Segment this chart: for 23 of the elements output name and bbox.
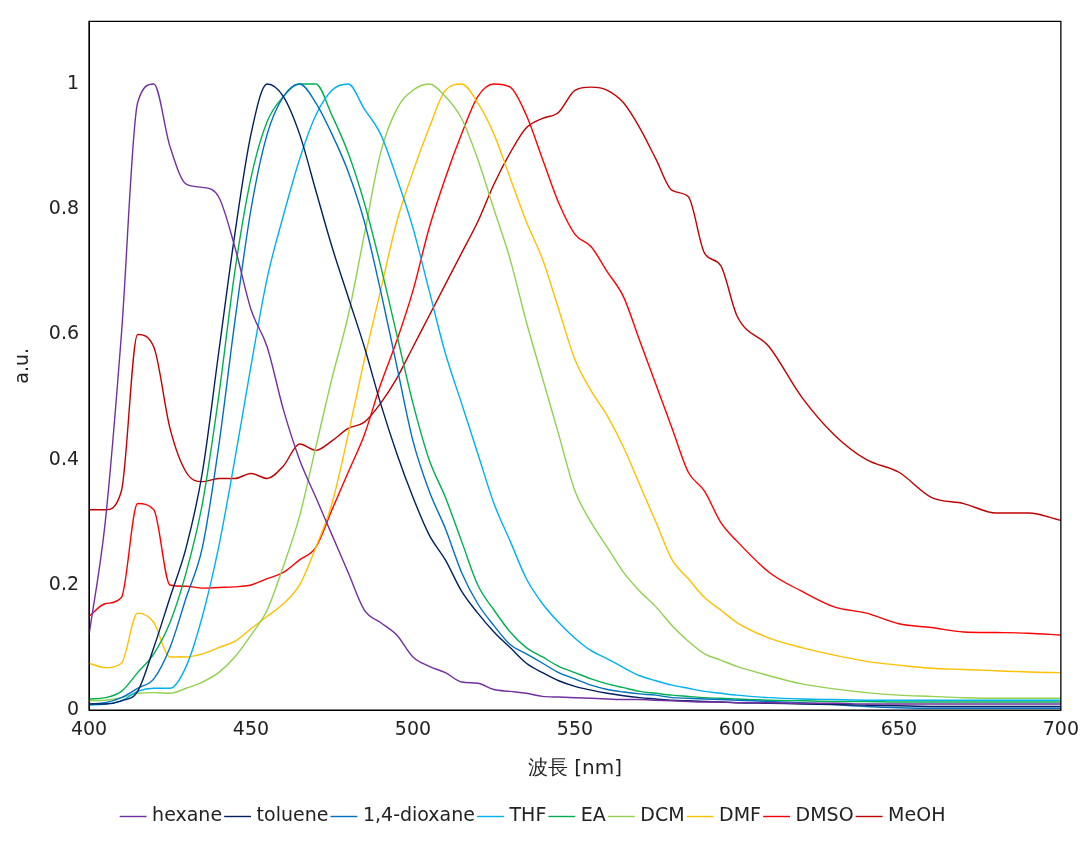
y-tick-label: 1 [66,70,80,93]
x-tick-label: 600 [718,716,756,739]
x-tick-label: 500 [394,716,432,739]
y-tick-label: 0.8 [48,196,80,219]
legend-label: toluene [256,803,329,826]
x-tick-label: 650 [880,716,918,739]
legend-label: DMF [719,803,762,826]
legend-label: 1,4-dioxane [362,803,475,826]
x-tick-label: 450 [232,716,270,739]
y-axis-title: a.u. [10,347,33,384]
legend-label: THF [508,803,547,826]
legend-label: MeOH [888,803,946,826]
y-tick-label: 0.6 [48,321,80,344]
legend-label: hexane [152,803,223,826]
line-series [89,86,1061,522]
y-tick-label: 0.2 [48,571,80,594]
x-tick-label: 700 [1042,716,1079,739]
legend-label: DCM [640,803,685,826]
x-tick-label: 550 [556,716,594,739]
x-axis-title: 波長 [nm] [527,755,622,780]
y-tick-label: 0.4 [48,446,80,469]
legend-label: EA [580,803,606,826]
legend-label: DMSO [795,803,854,826]
